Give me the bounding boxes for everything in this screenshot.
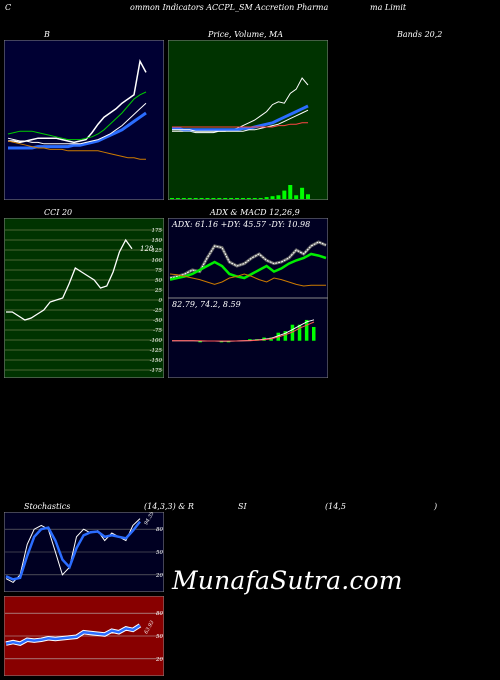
header-title: ommon Indicators ACCPL_SM Accretion Phar…	[130, 3, 329, 12]
series-line-3	[7, 140, 146, 160]
volume-bar	[187, 198, 192, 199]
price-panel	[168, 40, 328, 200]
adx-panel: ADX: 61.16 +DY: 45.57 -DY: 10.98	[168, 218, 328, 298]
volume-bar	[217, 198, 222, 199]
stoch-label: Stochastics	[24, 502, 71, 511]
adx-chart	[168, 218, 328, 298]
cci-tick-label: 25	[154, 288, 162, 294]
cci-tick-label: -175	[150, 368, 163, 374]
adx-macd-label: ADX & MACD 12,26,9	[210, 208, 300, 217]
cci-tick-label: -100	[150, 338, 163, 344]
volume-bar	[199, 198, 204, 199]
series-line-0	[8, 58, 147, 144]
bollinger-panel	[4, 40, 164, 200]
cci-tick-label: -50	[153, 318, 162, 324]
volume-bar	[258, 198, 263, 199]
series-line-2	[7, 91, 147, 141]
macd-histogram-bar	[283, 331, 288, 341]
series-line-1	[5, 520, 141, 581]
cci-tick-label: 0	[159, 298, 163, 304]
series-line-1	[8, 111, 147, 150]
cci-tick-label: 75	[155, 268, 162, 274]
cci-tick-label: 150	[152, 238, 163, 244]
volume-bar	[288, 185, 293, 199]
volume-bar	[276, 195, 281, 199]
volume-bar	[240, 198, 245, 199]
price-chart	[168, 40, 328, 200]
volume-bar	[282, 190, 287, 199]
cci-label: CCI 20	[44, 208, 73, 217]
cci-tick-label: 175	[152, 228, 163, 234]
volume-bar	[211, 198, 216, 199]
cci-tick-label: 100	[152, 258, 163, 264]
macd-chart	[168, 298, 328, 378]
volume-bar	[223, 198, 228, 199]
series-line-0	[6, 238, 133, 321]
series-line-0	[5, 624, 141, 645]
stoch-tick-label: 50	[156, 550, 163, 556]
series-line-2	[169, 273, 326, 287]
stoch-tick-label: 80	[156, 527, 163, 533]
cci-tick-label: -25	[153, 308, 162, 314]
rsi-params: (14,5	[325, 502, 346, 511]
rsi-tick-label: 20	[155, 657, 163, 663]
volume-bar	[300, 187, 305, 199]
bollinger-chart	[4, 40, 164, 200]
bands-label: Bands 20,2	[397, 30, 443, 39]
volume-bar	[205, 198, 210, 199]
volume-bar	[270, 196, 275, 199]
header-c: C	[5, 3, 12, 12]
series-line-1	[169, 252, 327, 281]
volume-bar	[246, 198, 251, 199]
rsi-panel: 80 50 20 63.93	[4, 596, 164, 676]
volume-bar	[264, 197, 269, 199]
volume-bar	[229, 198, 234, 199]
volume-bar	[181, 198, 186, 199]
cci-panel: 175 150 125 100 75 50 25 0 -25 -50 -75 -100 -125 -150…	[4, 218, 164, 378]
series-line-1	[172, 104, 309, 132]
cci-chart: 175 150 125 100 75 50 25 0 -25 -50 -75 -100 -125 -150…	[4, 218, 164, 378]
series-line-2	[172, 109, 309, 132]
macd-histogram-bar	[248, 339, 252, 341]
volume-bar	[175, 198, 180, 199]
cci-tick-label: -150	[150, 358, 163, 364]
rsi-close: )	[434, 502, 438, 511]
macd-histogram-bar	[297, 324, 302, 341]
volume-bar	[306, 194, 310, 199]
volume-bar	[170, 198, 174, 199]
stoch-panel: 80 50 20 94.35	[4, 512, 164, 592]
macd-values: 82.79, 74.2, 8.59	[172, 300, 241, 309]
watermark: MunafaSutra.com	[172, 566, 403, 595]
cci-tick-label: 50	[155, 278, 162, 284]
price-label: Price, Volume, MA	[208, 30, 284, 39]
rsi-tick-label: 50	[156, 634, 163, 640]
rsi-label: SI	[238, 502, 247, 511]
volume-bar	[252, 198, 257, 199]
volume-bar	[294, 195, 299, 199]
cci-tick-label: -75	[153, 328, 162, 334]
cci-tick-label: 125	[152, 248, 163, 254]
rsi-tick-label: 80	[156, 611, 163, 617]
header-limit: ma Limit	[370, 3, 407, 12]
macd-panel: 82.79, 74.2, 8.59	[168, 298, 328, 378]
volume-bar	[235, 198, 240, 199]
series-line-3	[172, 122, 308, 128]
stoch-params: (14,3,3) & R	[144, 502, 194, 511]
macd-histogram-bar	[198, 340, 202, 343]
cci-annotation: 128	[140, 245, 154, 253]
macd-histogram-bar	[312, 326, 316, 341]
macd-histogram-bar	[304, 319, 309, 341]
macd-histogram-bar	[290, 324, 295, 341]
stoch-tick-label: 20	[155, 573, 163, 579]
cci-tick-label: -125	[150, 348, 163, 354]
series-line-4	[7, 102, 147, 145]
bollinger-label: B	[44, 30, 50, 39]
series-line-1	[172, 321, 315, 342]
adx-values: ADX: 61.16 +DY: 45.57 -DY: 10.98	[172, 220, 311, 229]
volume-bar	[193, 198, 198, 199]
